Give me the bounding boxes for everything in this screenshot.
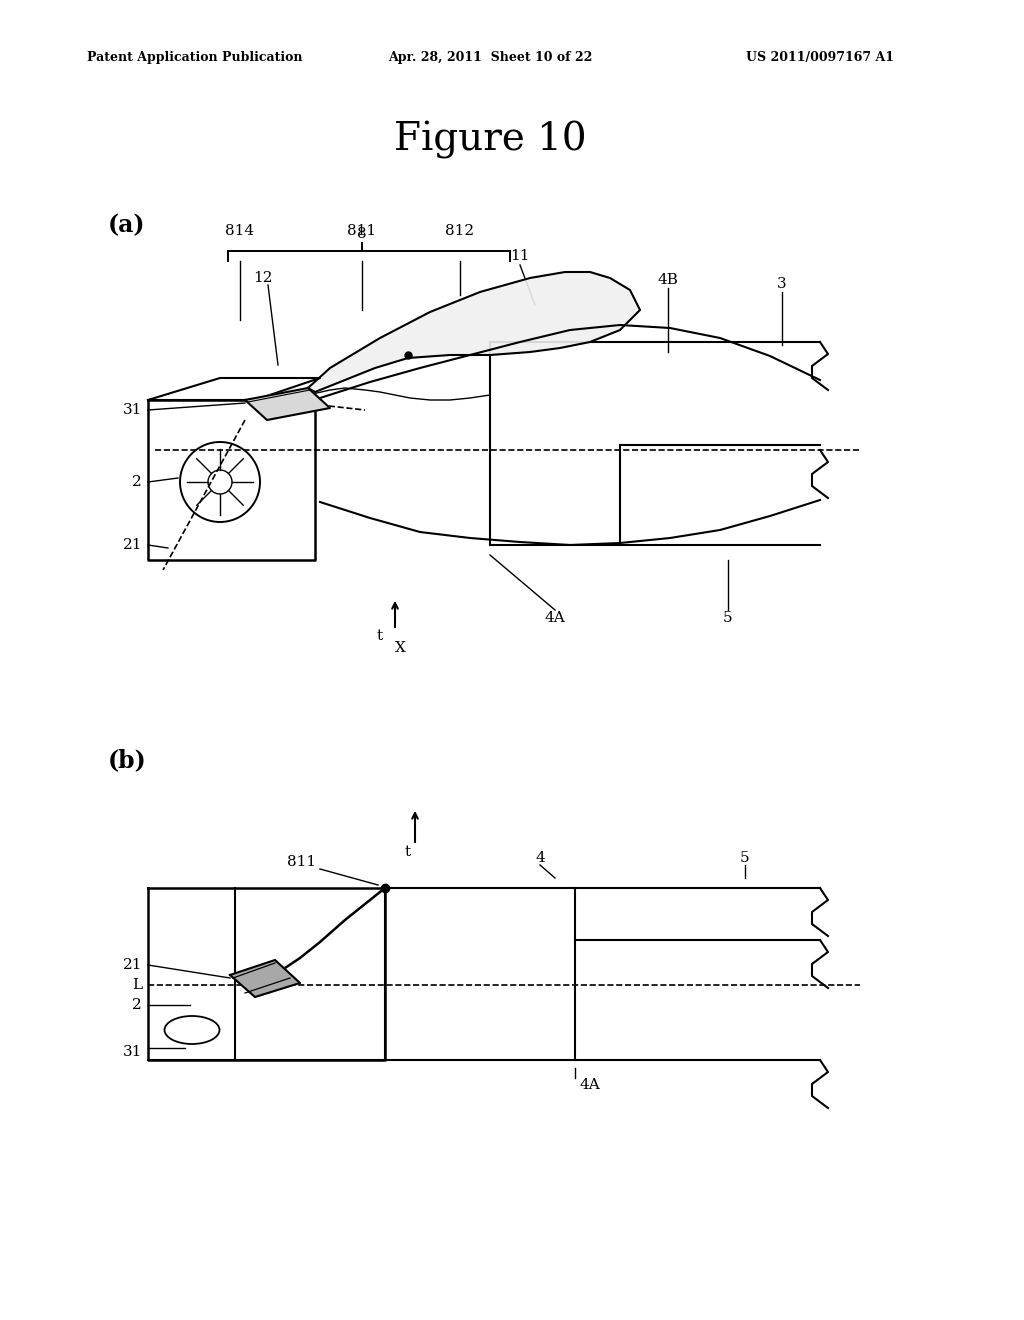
Text: (b): (b) xyxy=(108,748,146,772)
Text: 3: 3 xyxy=(777,277,786,290)
Text: 2: 2 xyxy=(132,998,142,1012)
Text: 812: 812 xyxy=(445,224,474,238)
Text: 8: 8 xyxy=(357,227,367,242)
Polygon shape xyxy=(245,388,330,420)
Text: (a): (a) xyxy=(108,213,145,238)
Text: X: X xyxy=(394,642,406,655)
Polygon shape xyxy=(230,960,300,997)
Text: t: t xyxy=(377,630,383,643)
Text: Figure 10: Figure 10 xyxy=(393,121,587,158)
Text: 2: 2 xyxy=(132,475,142,488)
Text: Patent Application Publication: Patent Application Publication xyxy=(87,51,303,65)
Text: 4: 4 xyxy=(536,851,545,865)
Text: t: t xyxy=(404,845,411,859)
Text: Apr. 28, 2011  Sheet 10 of 22: Apr. 28, 2011 Sheet 10 of 22 xyxy=(388,51,592,65)
Text: 12: 12 xyxy=(253,271,272,285)
Text: 814: 814 xyxy=(225,224,255,238)
Polygon shape xyxy=(308,272,640,392)
Text: 31: 31 xyxy=(123,403,142,417)
Text: 811: 811 xyxy=(347,224,377,238)
Text: 31: 31 xyxy=(123,1045,142,1059)
Text: US 2011/0097167 A1: US 2011/0097167 A1 xyxy=(746,51,894,65)
Text: 4A: 4A xyxy=(580,1078,600,1092)
Text: 811: 811 xyxy=(288,855,316,869)
Text: 4A: 4A xyxy=(545,611,565,624)
Text: 21: 21 xyxy=(123,958,142,972)
Text: 21: 21 xyxy=(123,539,142,552)
Text: 5: 5 xyxy=(740,851,750,865)
Text: 5: 5 xyxy=(723,611,733,624)
Text: 4B: 4B xyxy=(657,273,679,286)
Text: L: L xyxy=(132,978,142,993)
Text: 11: 11 xyxy=(510,249,529,263)
